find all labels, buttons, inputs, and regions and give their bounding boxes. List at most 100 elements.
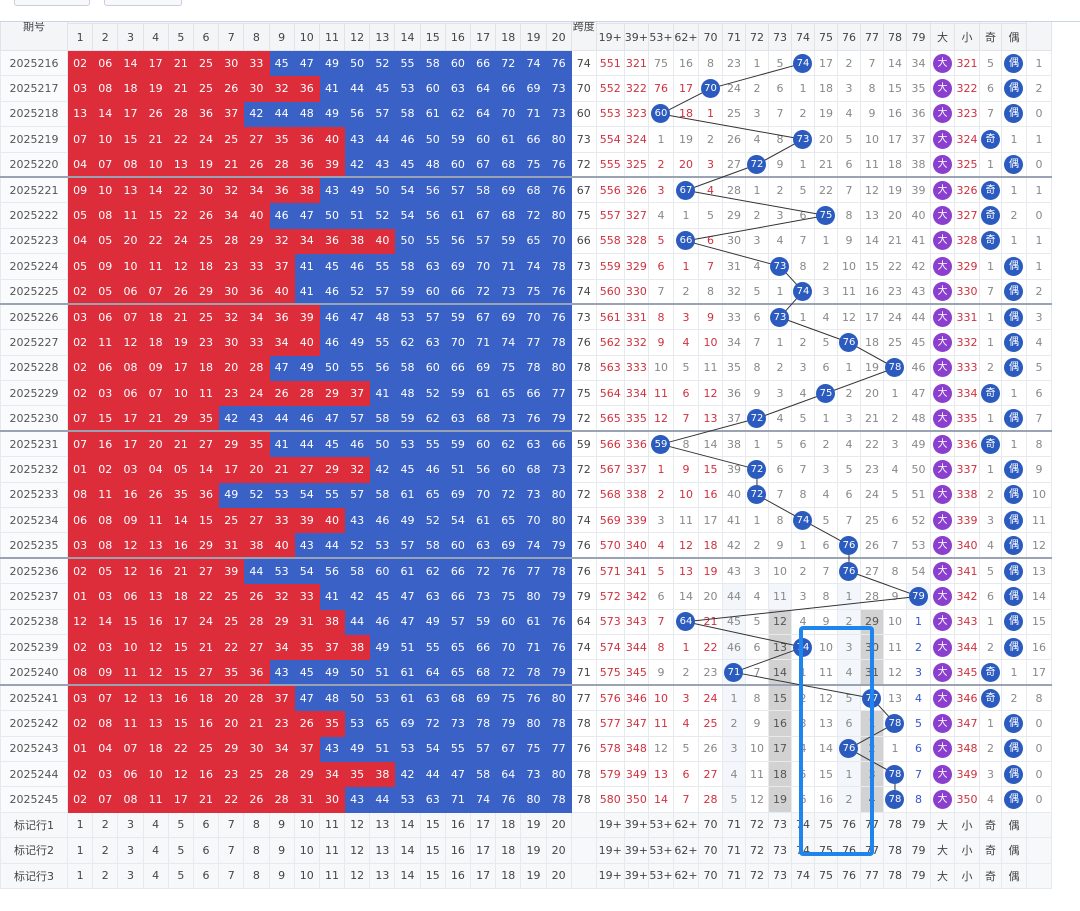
marker-bs-oe: 奇 [978, 811, 1002, 839]
drawn-number: 20 [117, 227, 144, 255]
drawn-number: 28 [243, 684, 270, 712]
table-row[interactable]: 2025231 07 16 17 20 21 27 29 35 41 44 45 46 50 53 55 59 6… [0, 430, 1078, 458]
dist-cell: 1 [744, 176, 769, 204]
table-row[interactable]: 2025245 02 07 08 11 17 21 22 26 28 31 30 43 44 53 63 71 7… [0, 786, 1078, 813]
table-row[interactable]: 2025229 02 03 06 07 10 11 23 24 26 28 29 37 41 48 52 59 6… [0, 380, 1078, 407]
dist-cell: 1 [647, 126, 674, 153]
dist-cell: 2 [905, 633, 931, 661]
table-row[interactable]: 2025242 02 08 11 13 15 16 20 21 23 26 35 53 65 69 72 73 7… [0, 710, 1078, 737]
num-col-header: 9 [268, 23, 295, 51]
table-row[interactable]: 2025243 01 04 07 18 22 25 29 30 34 37 43 49 51 53 54 55 5… [0, 735, 1078, 762]
drawn-number: 06 [92, 49, 119, 77]
table-row[interactable]: 2025225 02 05 06 07 26 29 30 36 40 41 46 52 57 59 60 66 7… [0, 278, 1078, 305]
table-row[interactable]: 2025226 03 06 07 18 21 25 32 34 36 39 46 47 48 53 57 59 6… [0, 303, 1078, 331]
num-col-header: 18 [495, 23, 522, 51]
table-row[interactable]: 2025218 13 14 17 26 28 36 37 42 44 48 49 56 57 58 61 62 6… [0, 100, 1078, 128]
drawn-number: 74 [520, 532, 547, 559]
big-ball: 大 [932, 79, 952, 99]
dist-cell: 15 [882, 75, 907, 102]
drawn-number: 02 [66, 557, 94, 585]
drawn-number: 60 [495, 608, 522, 635]
drawn-number: 11 [142, 507, 169, 534]
count-39: 337 [623, 456, 649, 483]
table-row[interactable]: 2025217 03 08 18 19 21 25 26 30 32 36 41 44 45 53 60 63 6… [0, 75, 1078, 102]
table-row[interactable]: 2025222 05 08 11 15 22 26 34 40 46 47 50 51 52 54 56 61 6… [0, 202, 1078, 229]
dist-cell: 53 [905, 532, 931, 559]
odd-even-cell: 3 [1025, 303, 1052, 331]
dist-cell: 70 [697, 75, 723, 102]
table-row[interactable]: 2025236 02 05 12 16 21 27 39 44 53 54 56 58 60 61 62 66 7… [0, 557, 1078, 585]
dist-cell: 1 [672, 633, 699, 661]
drawn-number: 65 [495, 380, 522, 407]
table-row[interactable]: 2025234 06 08 09 11 14 15 25 27 33 39 40 43 46 49 52 54 6… [0, 507, 1078, 534]
drawn-number: 12 [117, 684, 144, 712]
toolbar-tab[interactable] [14, 0, 90, 6]
table-row[interactable]: 2025220 04 07 08 10 13 19 21 26 28 36 39 42 43 45 48 60 6… [0, 151, 1078, 178]
odd-even-cell: 7 [1025, 405, 1052, 432]
span-value: 78 [570, 786, 597, 813]
drawn-number: 52 [243, 481, 270, 509]
drawn-number: 18 [192, 253, 220, 280]
toolbar-tab[interactable] [104, 0, 182, 6]
drawn-number: 02 [66, 49, 94, 77]
issue-number: 2025235 [0, 532, 68, 559]
table-row[interactable]: 2025232 01 02 03 04 05 14 17 20 21 27 29 32 42 45 46 51 5… [0, 456, 1078, 483]
dist-cell: 15 [697, 456, 723, 483]
dist-cell: 72 [744, 151, 769, 178]
drawn-number: 35 [268, 126, 295, 153]
drawn-number: 39 [318, 151, 346, 178]
table-row[interactable]: 2025230 07 15 17 21 29 35 42 43 44 46 47 57 58 59 62 63 6… [0, 405, 1078, 432]
dist-cell: 2 [672, 659, 699, 686]
big-cell: 大 [929, 329, 955, 356]
count-39: 338 [623, 481, 649, 509]
dist-cell: 14 [697, 430, 723, 458]
table-row[interactable]: 2025244 02 03 06 10 12 16 23 25 28 29 34 35 38 42 44 47 5… [0, 760, 1078, 788]
table-row[interactable]: 2025216 02 06 14 17 21 25 30 33 45 47 49 50 52 55 58 60 6… [0, 49, 1078, 77]
count-39: 330 [623, 278, 649, 305]
marker-dist: 70 [697, 837, 723, 864]
even-ball: 偶 [1004, 485, 1024, 505]
count-39: 331 [623, 303, 649, 331]
dist-cell: 10 [672, 481, 699, 509]
drawn-number: 43 [318, 176, 346, 204]
table-row[interactable]: 2025239 02 03 10 12 15 21 22 27 34 35 37 38 49 51 55 65 6… [0, 633, 1078, 661]
marker-num: 12 [344, 811, 371, 839]
odd-even-cell: 4 [978, 786, 1002, 813]
span-ball: 78 [885, 790, 905, 810]
dist-cell: 9 [744, 380, 769, 407]
drawn-number: 65 [444, 659, 472, 686]
table-row[interactable]: 2025233 08 11 16 26 35 36 49 52 53 54 55 57 58 61 65 69 7… [0, 481, 1078, 509]
table-row[interactable]: 2025238 12 14 15 16 17 24 25 28 29 31 38 44 46 47 49 57 5… [0, 608, 1078, 635]
dist-cell: 6 [836, 481, 861, 509]
drawn-number: 41 [268, 430, 295, 458]
count-19: 551 [595, 49, 625, 77]
drawn-number: 44 [419, 760, 446, 788]
odd-even-cell: 偶 [1000, 481, 1027, 509]
dist-cell: 24 [697, 684, 723, 712]
drawn-number: 43 [344, 507, 371, 534]
dist-cell: 2 [721, 710, 746, 737]
table-row[interactable]: 2025221 09 10 13 14 22 30 32 34 36 38 43 49 50 54 56 57 5… [0, 176, 1078, 204]
drawn-number: 15 [167, 659, 194, 686]
span-ball: 76 [839, 535, 859, 555]
table-row[interactable]: 2025240 08 09 11 12 15 27 35 36 43 45 49 50 51 61 64 65 6… [0, 659, 1078, 686]
table-row[interactable]: 2025224 05 09 10 11 12 18 23 33 37 41 45 46 55 58 63 69 7… [0, 253, 1078, 280]
table-row[interactable]: 2025241 03 07 12 13 16 18 20 28 37 47 48 50 53 61 63 68 6… [0, 684, 1078, 712]
table-row[interactable]: 2025237 01 03 06 13 18 22 25 26 32 33 41 42 45 47 63 66 7… [0, 583, 1078, 610]
drawn-number: 45 [394, 151, 421, 178]
table-row[interactable]: 2025235 03 08 12 13 16 29 31 38 40 43 44 52 53 57 58 60 6… [0, 532, 1078, 559]
table-row[interactable]: 2025219 07 10 15 21 22 24 25 27 35 36 40 43 44 46 50 59 6… [0, 126, 1078, 153]
count-19: 575 [595, 659, 625, 686]
dist-cell: 9 [697, 303, 723, 331]
drawn-number: 65 [495, 507, 522, 534]
table-row[interactable]: 2025227 02 11 12 18 19 23 30 33 34 40 46 49 55 62 63 70 7… [0, 329, 1078, 356]
drawn-number: 11 [142, 786, 169, 813]
drawn-number: 03 [66, 532, 94, 559]
table-row[interactable]: 2025228 02 06 08 09 17 18 20 28 47 49 50 55 56 58 60 66 6… [0, 354, 1078, 382]
drawn-number: 17 [142, 49, 169, 77]
drawn-number: 33 [293, 583, 320, 610]
table-row[interactable]: 2025223 04 05 20 22 24 25 28 29 32 34 36 38 40 50 55 56 5… [0, 227, 1078, 255]
drawn-number: 21 [167, 49, 194, 77]
dist-cell: 7 [790, 227, 815, 255]
drawn-number: 56 [469, 456, 497, 483]
